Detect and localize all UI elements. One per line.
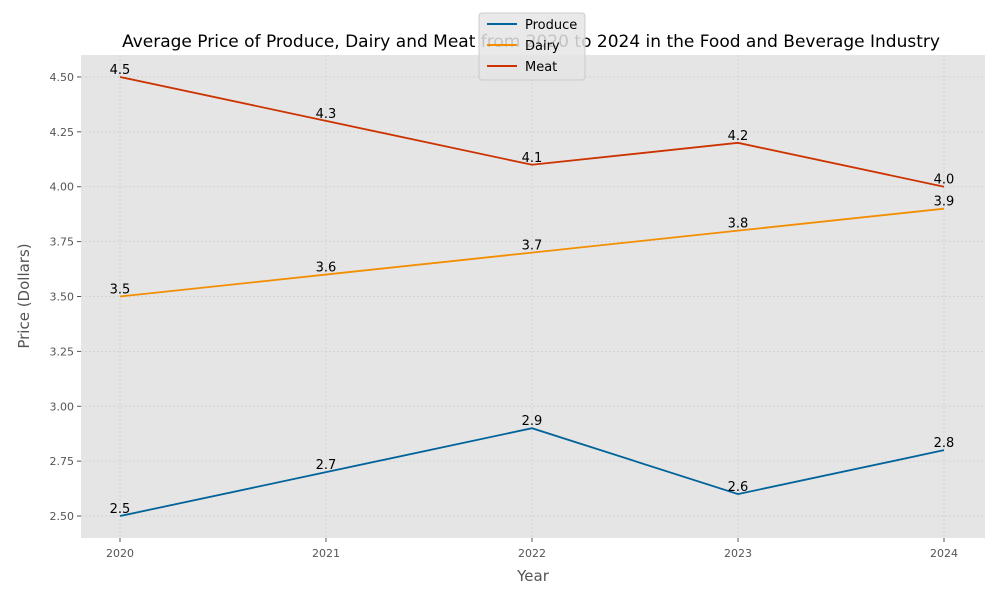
- legend-label-meat: Meat: [525, 60, 557, 75]
- y-tick-label-4-25: 4.25: [50, 126, 75, 139]
- series-line-meat: [119, 76, 945, 188]
- data-label-dairy-2020: 3.5: [110, 283, 131, 298]
- x-tick-label-2022: 2022: [518, 547, 546, 560]
- legend-label-produce: Produce: [525, 18, 577, 33]
- x-tick-label-2023: 2023: [724, 547, 752, 560]
- data-label-produce-2021: 2.7: [316, 458, 337, 473]
- x-tick-label-2021: 2021: [312, 547, 340, 560]
- y-axis-label: Price (Dollars): [15, 243, 33, 348]
- x-axis-label: Year: [516, 567, 550, 585]
- data-label-meat-2021: 4.3: [316, 107, 337, 122]
- data-label-produce-2022: 2.9: [522, 414, 543, 429]
- data-label-meat-2020: 4.5: [110, 63, 131, 78]
- data-label-meat-2024: 4.0: [934, 173, 955, 188]
- data-label-produce-2020: 2.5: [110, 502, 131, 517]
- legend-box: [478, 12, 586, 81]
- legend-label-dairy: Dairy: [525, 39, 560, 54]
- y-tick-label-4-00: 4.00: [50, 181, 75, 194]
- y-tick-label-3-00: 3.00: [50, 400, 75, 413]
- data-label-dairy-2022: 3.7: [522, 239, 543, 254]
- data-label-produce-2024: 2.8: [934, 436, 955, 451]
- y-tick-label-2-75: 2.75: [50, 455, 75, 468]
- series-line-dairy: [119, 207, 945, 298]
- series-line-produce: [119, 427, 945, 517]
- data-label-meat-2022: 4.1: [522, 151, 543, 166]
- x-tick-label-2024: 2024: [930, 547, 958, 560]
- data-label-dairy-2021: 3.6: [316, 261, 337, 276]
- data-label-meat-2023: 4.2: [728, 129, 749, 144]
- series-layer: [119, 76, 945, 517]
- data-label-produce-2023: 2.6: [728, 480, 749, 495]
- y-tick-label-3-25: 3.25: [50, 345, 75, 358]
- data-labels: 2.5 2.7 2.9 2.6 2.8 3.5 3.6 3.7 3.8 3.9 4.5 4.3 4.1 4…: [110, 63, 955, 517]
- data-label-dairy-2023: 3.8: [728, 217, 749, 232]
- y-tick-label-2-50: 2.50: [50, 510, 75, 523]
- legend: Produce Dairy Meat: [478, 12, 586, 81]
- y-tick-label-3-75: 3.75: [50, 236, 75, 249]
- data-label-dairy-2024: 3.9: [934, 195, 955, 210]
- x-tick-label-2020: 2020: [106, 547, 134, 560]
- y-tick-label-3-50: 3.50: [50, 291, 75, 304]
- y-tick-label-4-50: 4.50: [50, 71, 75, 84]
- axis-ticks: 2.50 2.75 3.00 3.25 3.50 3.75 4.00 4.25 4.50 2020…: [50, 71, 959, 560]
